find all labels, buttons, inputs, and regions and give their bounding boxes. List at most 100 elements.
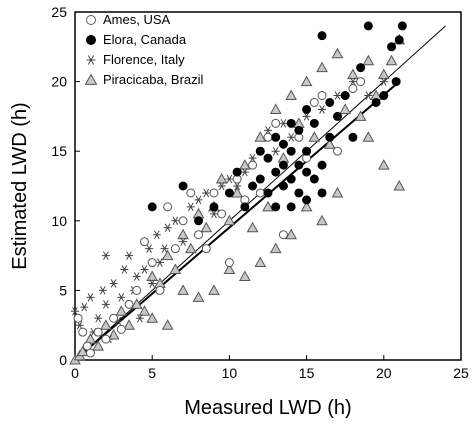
piracicaba-point [269, 242, 282, 254]
elora-point [371, 97, 381, 107]
florence-point [145, 244, 154, 253]
elora-point [302, 167, 312, 177]
florence-point [80, 302, 89, 312]
piracicaba-point [246, 221, 259, 233]
piracicaba-point [123, 319, 135, 330]
florence-point [71, 307, 79, 316]
x-tick-label: 15 [299, 365, 315, 381]
piracicaba-point [300, 75, 313, 87]
florence-point [202, 188, 211, 198]
x-axis-ticks: 0 5 10 15 20 25 [71, 355, 469, 381]
florence-point [140, 265, 149, 274]
elora-point [356, 63, 366, 73]
elora-point [294, 188, 304, 198]
piracicaba-point [76, 345, 89, 357]
elora-point [209, 202, 219, 212]
ames-point [163, 202, 173, 212]
florence-point [333, 91, 342, 100]
elora-point [271, 167, 281, 177]
piracicaba-point [362, 54, 375, 66]
elora-point [309, 174, 319, 184]
ames-point [155, 285, 165, 295]
ames-point [139, 237, 149, 247]
ames-point [309, 97, 319, 107]
ames-point [248, 160, 258, 170]
elora-point [255, 146, 265, 156]
elora-point [286, 202, 296, 212]
elora-point [278, 181, 288, 191]
elora-point [286, 146, 296, 156]
elora-point [147, 202, 157, 212]
elora-point [255, 174, 265, 184]
elora-point [271, 132, 281, 142]
elora-point [286, 174, 296, 184]
elora-point [397, 21, 407, 31]
piracicaba-point [177, 228, 189, 240]
piracicaba-point [308, 131, 321, 142]
legend-marker-elora [86, 35, 96, 45]
elora-point [263, 153, 273, 163]
piracicaba-point [393, 179, 406, 191]
y-axis-ticks: 0 5 10 15 20 25 [51, 4, 80, 368]
piracicaba-point [138, 305, 151, 316]
florence-point [225, 174, 234, 184]
ames-point [124, 299, 134, 309]
florence-point [86, 293, 95, 302]
elora-point [224, 188, 234, 198]
piracicaba-point [269, 103, 282, 114]
elora-point [294, 160, 304, 170]
piracicaba-point [215, 173, 228, 184]
y-tick-label: 10 [51, 213, 67, 229]
elora-point [394, 35, 404, 45]
piracicaba-point [177, 284, 189, 295]
y-axis-title: Estimated LWD (h) [9, 102, 31, 269]
elora-point [332, 111, 342, 121]
piracicaba-point [238, 159, 251, 170]
piracicaba-point [200, 221, 213, 233]
florence-point [364, 91, 373, 100]
florence-point [194, 195, 203, 205]
piracicaba-point [300, 200, 313, 212]
elora-point [286, 118, 296, 128]
florence-point [379, 77, 388, 86]
ames-point [217, 209, 227, 219]
ames-point [317, 91, 327, 101]
elora-point [278, 160, 288, 170]
y-tick-label: 20 [51, 74, 67, 90]
legend-label-florence: Florence, Italy [103, 52, 185, 67]
elora-point [302, 104, 312, 114]
ames-point [178, 216, 188, 226]
elora-point [302, 195, 312, 205]
florence-point [233, 181, 242, 191]
piracicaba-point [362, 131, 375, 142]
elora-point [263, 188, 273, 198]
florence-point [135, 313, 144, 323]
legend-label-piracicaba: Piracicaba, Brazil [103, 72, 204, 87]
florence-point [209, 209, 218, 219]
piracicaba-point [231, 186, 243, 198]
florence-point [348, 77, 357, 86]
piracicaba-point [285, 228, 298, 240]
piracicaba-point [316, 214, 328, 226]
ames-point [73, 313, 83, 323]
piracicaba-point [323, 138, 336, 149]
florence-point [101, 251, 110, 260]
piracicaba-point [331, 186, 344, 198]
florence-point [94, 313, 103, 323]
florence-point [125, 251, 134, 260]
elora-point [232, 167, 242, 177]
ames-point [78, 327, 88, 337]
y-tick-label: 25 [51, 4, 67, 20]
piracicaba-point [146, 312, 159, 323]
florence-point [152, 230, 161, 239]
x-tick-label: 20 [376, 365, 392, 381]
ames-point [194, 230, 204, 240]
x-tick-label: 25 [453, 365, 469, 381]
elora-point [317, 31, 327, 41]
elora-point [340, 91, 350, 101]
ames-point [255, 188, 265, 198]
ames-point [278, 230, 288, 240]
florence-point [101, 300, 110, 309]
florence-point [163, 223, 172, 233]
florence-point [160, 244, 169, 253]
